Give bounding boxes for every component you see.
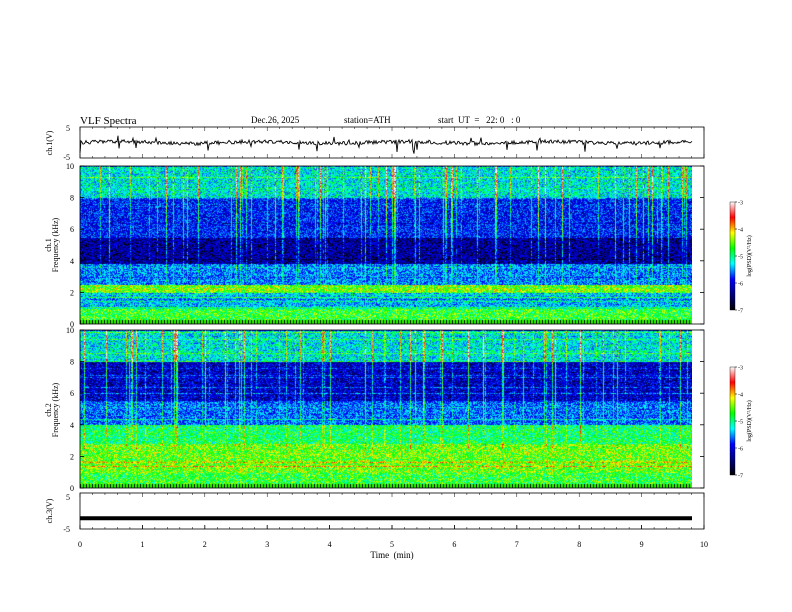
ch2-spectrogram-image xyxy=(80,330,692,488)
ch1-frequency-tick-label: 0 xyxy=(70,320,74,329)
ch1-frequency-tick-label: 6 xyxy=(70,225,74,234)
ch1-colorbar-label: log(PSD)(V²/Hz) xyxy=(746,235,753,276)
ch2-colorbar-tick-label: -3 xyxy=(738,366,743,372)
ch2-colorbar-tick-label: -5 xyxy=(738,420,743,426)
figure-title: VLF Spectra xyxy=(80,115,137,127)
ch1-colorbar-gradient xyxy=(729,201,736,311)
ch2-frequency-tick-label: 6 xyxy=(70,389,74,398)
ch1-colorbar-tick-label: -5 xyxy=(738,255,743,261)
ch3-ytick-top: 5 xyxy=(66,493,70,502)
time-tick-label: 9 xyxy=(640,540,644,549)
ch2-frequency-tick-label: 8 xyxy=(70,358,74,367)
ch2-spectrogram-frame xyxy=(79,329,705,489)
ch1-colorbar-tick-label: -7 xyxy=(738,309,743,315)
ch1-ylabel: ch.1(V) xyxy=(45,130,54,155)
ch1-ytick-bottom: -5 xyxy=(63,153,70,162)
ch2-spectrogram-panel: 0 2 4 6 8 10 ch.2 Frequency (kHz) xyxy=(44,326,705,493)
ch3-ytick-bottom: -5 xyxy=(63,525,70,534)
ch1-colorbar-tick-label: -3 xyxy=(738,201,743,207)
ch1-colorbar: -3 -4 -5 -6 -7 log(PSD)(V²/Hz) xyxy=(729,201,753,315)
time-tick-label: 0 xyxy=(78,540,82,549)
ch2-frequency-ylabel-line1: ch.2 xyxy=(44,403,53,417)
ch2-colorbar-tick-label: -7 xyxy=(738,474,743,480)
ch1-frequency-tick-label: 10 xyxy=(66,162,74,171)
time-tick-label: 8 xyxy=(577,540,581,549)
ch2-colorbar-tick-label: -4 xyxy=(738,393,743,399)
time-axis-label: Time (min) xyxy=(370,550,413,560)
ch1-ytick-top: 5 xyxy=(66,124,70,133)
ch1-frequency-tick-label: 2 xyxy=(70,288,74,297)
time-tick-label: 10 xyxy=(700,540,708,549)
ch2-frequency-ylabel-line2: Frequency (kHz) xyxy=(51,382,60,437)
ch1-frequency-tick-label: 8 xyxy=(70,194,74,203)
ch2-colorbar: -3 -4 -5 -6 -7 log(PSD)(V²/Hz) xyxy=(729,366,753,480)
time-tick-label: 3 xyxy=(265,540,269,549)
time-tick-label: 7 xyxy=(515,540,519,549)
ch2-frequency-tick-label: 4 xyxy=(70,421,74,430)
ch1-frequency-ylabel-line1: ch.1 xyxy=(44,238,53,252)
ch2-frequency-tick-label: 2 xyxy=(70,452,74,461)
ch1-frequency-ylabel-line2: Frequency (kHz) xyxy=(51,217,60,272)
start-time-label: start UT = 22: 0 : 0 xyxy=(438,115,521,125)
ch1-colorbar-tick-label: -4 xyxy=(738,228,743,234)
time-tick-label: 6 xyxy=(452,540,456,549)
ch1-frequency-ticks: 0 2 4 6 8 10 xyxy=(66,162,704,329)
date-label: Dec.26, 2025 xyxy=(251,115,300,125)
ch1-spectrogram-frame xyxy=(79,165,705,325)
ch2-colorbar-gradient xyxy=(729,366,736,476)
station-label: station=ATH xyxy=(344,115,391,125)
ch2-colorbar-tick-label: -6 xyxy=(738,447,743,453)
ch2-frequency-tick-label: 10 xyxy=(66,326,74,335)
ch3-ylabel: ch.3(V) xyxy=(45,498,54,523)
ch2-colorbar-label: log(PSD)(V²/Hz) xyxy=(746,400,753,441)
ch1-spectrogram-image xyxy=(80,166,692,324)
ch1-colorbar-tick-label: -6 xyxy=(738,282,743,288)
ch1-waveform-panel: 5 -5 ch.1(V) xyxy=(45,124,705,162)
ch2-frequency-tick-label: 0 xyxy=(70,484,74,493)
ch2-frequency-ticks: 0 2 4 6 8 10 xyxy=(66,326,704,493)
time-axis-ticks: 0 1 2 3 4 5 6 7 8 9 10 xyxy=(78,525,708,549)
ch3-frame xyxy=(79,492,705,530)
time-tick-label: 2 xyxy=(203,540,207,549)
ch3-waveform-panel: 5 -5 ch.3(V) 0 1 2 3 4 5 6 7 8 9 10 Time (min) xyxy=(45,492,708,560)
ch1-waveform-line xyxy=(79,135,693,154)
time-tick-label: 4 xyxy=(328,540,332,549)
ch1-frequency-tick-label: 4 xyxy=(70,257,74,266)
time-tick-label: 5 xyxy=(390,540,394,549)
ch1-spectrogram-panel: 0 2 4 6 8 10 ch.1 Frequency (kHz) xyxy=(44,162,705,329)
time-tick-label: 1 xyxy=(140,540,144,549)
